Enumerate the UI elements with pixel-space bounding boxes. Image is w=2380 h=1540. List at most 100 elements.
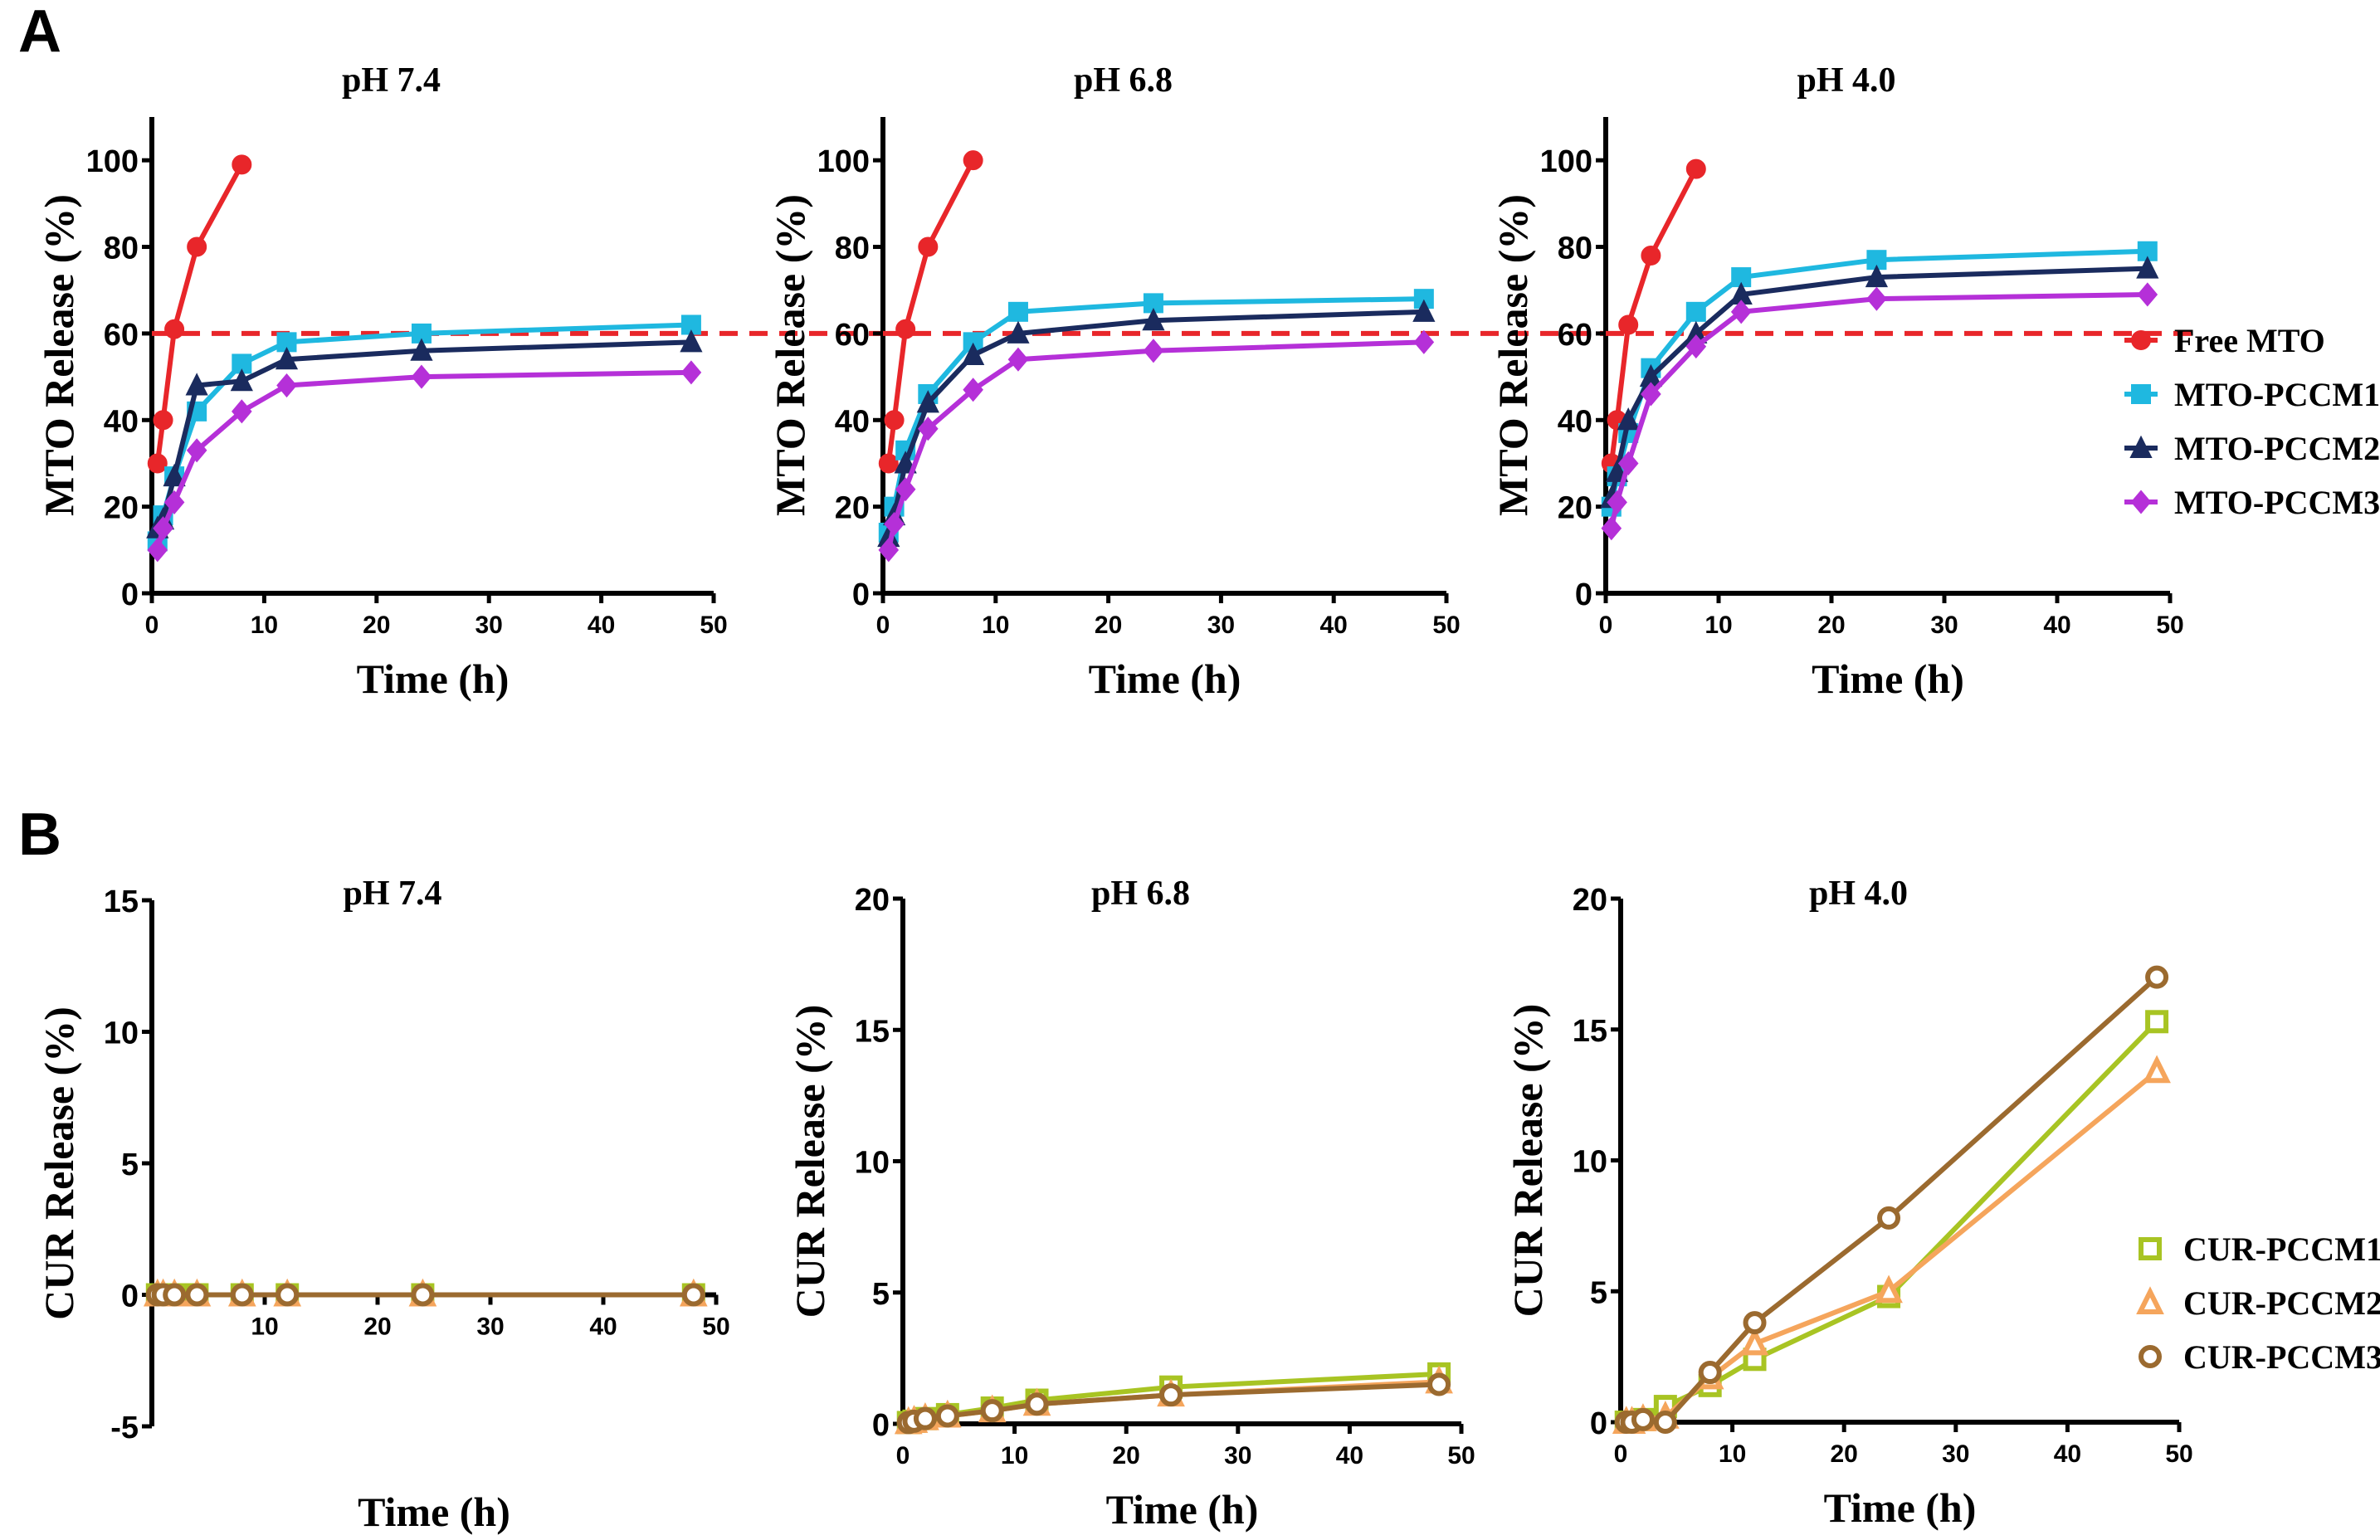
y-tick-label: 80 [1558,231,1592,266]
data-point [163,1283,187,1307]
data-point [878,453,899,474]
legend-item: CUR-PCCM2 [2136,1284,2380,1322]
data-point [276,1283,300,1307]
data-point [2143,1055,2171,1084]
data-point [878,538,900,563]
series-free-mto [147,154,252,474]
y-tick-label: 10 [1573,1145,1607,1180]
data-point [1412,299,1436,322]
data-point [1007,301,1028,322]
chart-panel-3: 0 20 40 60 80 100 0 10 20 30 40 50 pH 4.0 Time (h) MTO… [1490,61,2380,702]
data-point [916,390,939,413]
data-point [1601,516,1622,541]
chart-panel-6: 0 5 10 15 20 0 10 20 30 40 50 pH 4.0 Time (h) CUR Rel… [1505,875,2380,1531]
y-tick-label: 0 [121,578,139,612]
y-tick-label: 20 [835,491,870,526]
x-tick-label: 40 [2043,612,2070,639]
x-tick-label: 0 [1599,612,1613,639]
y-tick-label: 20 [1558,491,1592,526]
x-tick-label: 10 [1705,612,1732,639]
data-point [2145,965,2169,989]
data-point [147,538,168,563]
y-axis-label: MTO Release (%) [767,194,813,516]
legend-marker [2136,1286,2164,1314]
legend-label: CUR-PCCM3 [2183,1338,2380,1376]
x-tick-label: 10 [1001,1442,1028,1469]
x-tick-label: 40 [588,612,615,639]
y-axis-label: CUR Release (%) [1505,1004,1551,1318]
data-point [164,319,185,339]
y-axis-label: CUR Release (%) [36,1006,82,1320]
y-tick-label: 20 [104,491,139,526]
data-point [1641,245,1661,266]
x-tick-label: 40 [589,1313,617,1341]
y-axis-label: MTO Release (%) [1490,194,1536,516]
data-point [1025,1392,1049,1416]
y-tick-label: 10 [855,1146,890,1181]
x-tick-label: 0 [145,612,159,639]
data-point [913,1406,937,1430]
chart-title: pH 4.0 [1809,875,1908,913]
y-tick-label: 60 [835,318,870,353]
x-tick-label: 20 [1817,612,1845,639]
x-tick-label: 40 [1320,612,1348,639]
x-tick-label: 50 [1447,1442,1475,1469]
legend-label: Free MTO [2174,322,2325,359]
x-tick-label: 0 [876,612,890,639]
data-point [275,346,299,370]
data-point [1617,451,1639,476]
chart-panel-2: 0 20 40 60 80 100 0 10 20 30 40 50 pH 6.8 Time (h) MTO… [767,61,1606,702]
x-tick-label: 30 [1930,612,1958,639]
y-tick-label: 5 [121,1148,139,1182]
y-tick-label: 80 [835,231,870,266]
y-tick-label: 5 [872,1277,890,1312]
x-tick-label: 30 [1942,1440,1969,1468]
chart-title: pH 6.8 [1091,875,1190,913]
y-tick-label: 15 [104,885,139,919]
legend-item: MTO-PCCM2 [2124,430,2380,467]
data-point [1605,459,1629,482]
legend-marker [2131,330,2151,350]
x-tick-label: 20 [1095,612,1122,639]
series-line [885,339,1424,551]
y-tick-label: 0 [121,1279,139,1314]
data-point [276,373,297,398]
data-point [1607,490,1627,514]
data-point [1866,286,1887,311]
data-point [1875,1274,1903,1304]
x-tick-label: 0 [896,1442,910,1469]
series-line [154,369,691,551]
data-point [962,342,985,365]
y-tick-label: 60 [1558,318,1592,353]
x-tick-label: 0 [1614,1440,1628,1468]
legend-marker [2139,1345,2162,1368]
x-tick-label: 20 [1113,1442,1140,1469]
data-point [1143,339,1164,363]
y-tick-label: 15 [1573,1014,1607,1049]
x-tick-label: 10 [251,612,278,639]
series-mto-pccm2 [146,329,703,539]
chart-panel-1: 0 20 40 60 80 100 0 10 20 30 40 50 pH 7.4 Time (h) MTO… [36,61,883,702]
x-tick-label: 10 [251,1313,278,1341]
data-point [187,236,207,257]
legend-marker [2139,1237,2162,1260]
y-tick-label: 0 [872,1408,890,1443]
series-mto-pccm2 [877,299,1436,548]
chart-title: pH 4.0 [1797,61,1895,100]
legend-item: CUR-PCCM1 [2139,1231,2380,1268]
data-point [963,378,983,402]
data-point [147,453,168,474]
x-tick-label: 40 [1336,1442,1363,1469]
legend-label: MTO-PCCM2 [2174,430,2380,467]
y-tick-label: 60 [104,318,139,353]
y-tick-label: 100 [86,144,139,179]
data-point [935,1404,959,1428]
y-tick-label: 0 [1590,1406,1607,1441]
x-axis-label: Time (h) [358,1489,510,1535]
x-tick-label: 50 [700,612,727,639]
x-tick-label: 50 [2156,612,2183,639]
y-tick-label: 40 [1558,404,1592,439]
panel-label-a: A [18,0,61,65]
series-mto-pccm3 [1601,282,2158,541]
data-point [1685,334,1707,359]
